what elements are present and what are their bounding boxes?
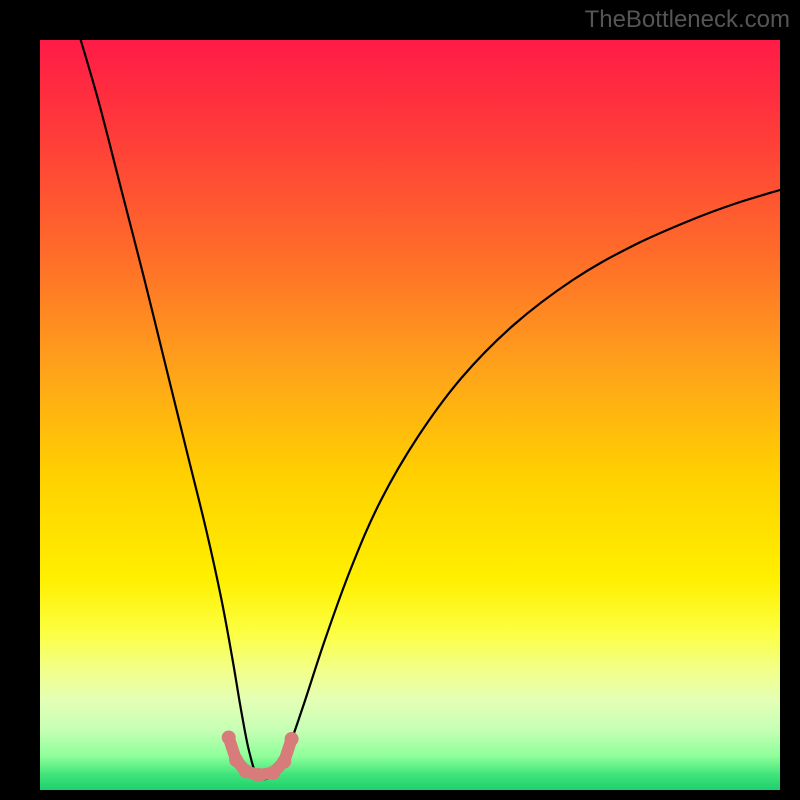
watermark-text: TheBottleneck.com bbox=[585, 6, 790, 34]
plot-area bbox=[40, 40, 780, 790]
chart-frame: TheBottleneck.com bbox=[0, 0, 800, 800]
gradient-background bbox=[40, 40, 780, 790]
trough-marker-dot bbox=[229, 753, 243, 767]
trough-marker-dot bbox=[251, 768, 265, 782]
trough-marker-dot bbox=[239, 764, 253, 778]
trough-marker-dot bbox=[222, 731, 236, 745]
trough-marker-dot bbox=[266, 766, 280, 780]
bottleneck-chart bbox=[40, 40, 780, 790]
trough-marker-dot bbox=[285, 732, 299, 746]
trough-marker-dot bbox=[277, 755, 291, 769]
